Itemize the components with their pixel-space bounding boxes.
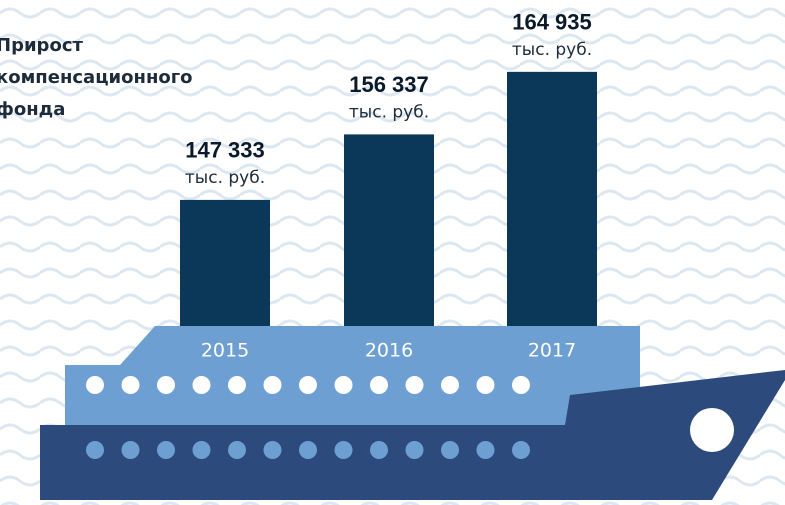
porthole: [86, 441, 104, 459]
porthole: [370, 441, 388, 459]
value-unit: тыс. руб.: [349, 102, 429, 122]
porthole: [121, 441, 140, 459]
value-label: 147 333: [185, 138, 265, 163]
bar: [180, 199, 270, 326]
porthole: [192, 441, 211, 459]
porthole: [512, 441, 530, 459]
porthole: [476, 441, 495, 459]
porthole: [299, 441, 317, 459]
porthole: [334, 441, 353, 459]
value-unit: тыс. руб.: [185, 168, 265, 188]
porthole: [157, 441, 175, 459]
porthole: [157, 376, 175, 394]
porthole: [405, 376, 424, 394]
ship-window: [690, 408, 734, 452]
porthole: [263, 376, 282, 394]
value-unit: тыс. руб.: [512, 40, 592, 60]
value-label: 164 935: [512, 10, 592, 35]
porthole: [334, 376, 353, 394]
porthole: [121, 376, 140, 394]
porthole: [512, 376, 530, 394]
porthole: [228, 441, 246, 459]
chart-title: Прирост компенсационного фонда: [0, 35, 193, 120]
porthole: [405, 441, 424, 459]
ship-hull: [40, 370, 785, 500]
porthole: [192, 376, 211, 394]
x-tick-label: 2017: [528, 340, 576, 362]
porthole: [263, 441, 282, 459]
x-tick-label: 2016: [365, 340, 413, 362]
porthole: [476, 376, 495, 394]
porthole: [441, 441, 459, 459]
porthole: [299, 376, 317, 394]
value-label: 156 337: [349, 72, 429, 97]
bar: [344, 134, 434, 326]
x-tick-label: 2015: [201, 340, 249, 362]
porthole: [441, 376, 459, 394]
porthole: [228, 376, 246, 394]
porthole: [370, 376, 388, 394]
ship-deck: [65, 326, 640, 425]
porthole: [86, 376, 104, 394]
bar: [507, 71, 597, 327]
